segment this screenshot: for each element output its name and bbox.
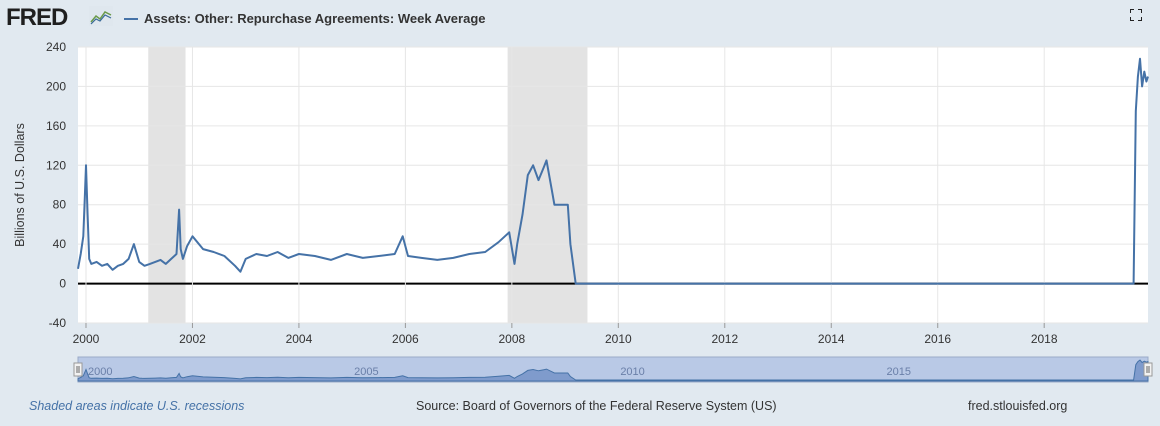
navigator-label: 2000	[88, 366, 112, 378]
navigator-handle[interactable]	[73, 362, 83, 377]
recession-note: Shaded areas indicate U.S. recessions	[29, 399, 245, 413]
y-tick-label: 80	[53, 198, 67, 212]
x-tick-label: 2000	[73, 332, 100, 346]
navigator-series	[77, 359, 1149, 382]
source-note: Source: Board of Governors of the Federa…	[416, 399, 777, 413]
chart: 240 200 160 120 80 40 0 -40 2000 2002 2004 2006 2008…	[13, 40, 1153, 383]
x-tick-label: 2018	[1031, 332, 1058, 346]
site-link[interactable]: fred.stlouisfed.org	[968, 399, 1068, 413]
x-tick-label: 2012	[711, 332, 738, 346]
x-tick-label: 2006	[392, 332, 419, 346]
navigator-label: 2015	[886, 366, 910, 378]
y-tick-label: 0	[59, 277, 66, 291]
y-tick-label: 200	[46, 79, 66, 93]
recession-band	[148, 47, 186, 323]
navigator-handle[interactable]	[1143, 362, 1153, 377]
chart-legend[interactable]: Assets: Other: Repurchase Agreements: We…	[124, 11, 486, 26]
series-line	[77, 57, 1149, 285]
y-tick-label: 160	[46, 119, 66, 133]
y-tick-label: -40	[49, 316, 67, 330]
x-tick-label: 2008	[499, 332, 526, 346]
y-axis-label: Billions of U.S. Dollars	[13, 123, 27, 247]
x-tick-label: 2002	[179, 332, 206, 346]
y-tick-label: 40	[53, 237, 67, 251]
fred-logo[interactable]: FRED	[6, 4, 68, 31]
navigator-label: 2005	[354, 366, 378, 378]
x-tick-label: 2016	[924, 332, 951, 346]
x-tick-label: 2014	[818, 332, 845, 346]
chart-header: FRED Assets: Other: Repurchase Agreement…	[0, 0, 1160, 36]
legend-swatch	[124, 17, 138, 20]
y-tick-label: 240	[46, 40, 66, 54]
plot-area	[78, 47, 1148, 323]
y-tick-label: 120	[46, 158, 66, 172]
navigator-label: 2010	[620, 366, 644, 378]
x-tick-label: 2010	[605, 332, 632, 346]
fred-graph-icon	[89, 6, 113, 26]
x-tick-label: 2004	[286, 332, 313, 346]
fullscreen-icon[interactable]	[1130, 9, 1142, 21]
legend-label: Assets: Other: Repurchase Agreements: We…	[144, 11, 486, 26]
